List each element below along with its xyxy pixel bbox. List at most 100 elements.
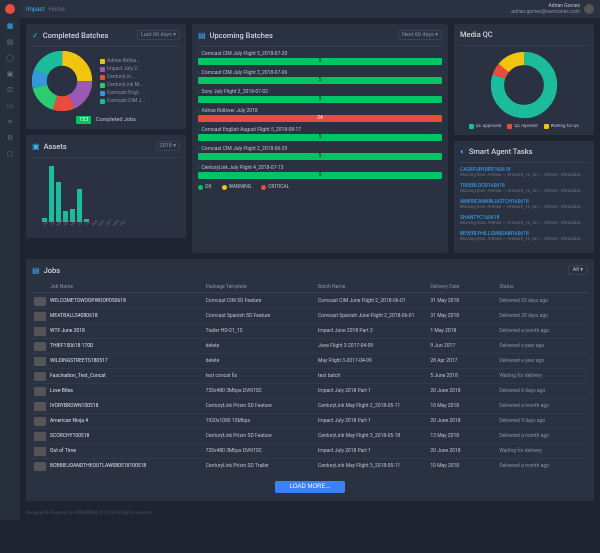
nav-home-icon[interactable]: ▦: [6, 22, 14, 30]
batch-row[interactable]: ›Comcast English August Flight 5_2018-08…: [198, 127, 442, 141]
batch-name: Comcast CIM July Flight 2_2018-06-29: [202, 146, 288, 152]
batch-progress: 5: [198, 96, 442, 103]
job-batch: Comcast CIM June Flight 2_2018-06-01: [318, 298, 426, 304]
nav-jobs-icon[interactable]: ◯: [6, 54, 14, 62]
job-status: Delivered a year ago: [499, 343, 586, 349]
job-thumbnail: [34, 462, 46, 471]
job-name: THIEF150618 170D: [50, 343, 202, 349]
job-date: 1 May 2018: [430, 328, 495, 334]
completed-title: Completed Batches: [43, 31, 109, 40]
legend-item[interactable]: QC rejected: [507, 124, 537, 129]
job-date: 5 June 2018: [430, 373, 495, 379]
job-batch: test batch: [318, 373, 426, 379]
job-thumbnail: [34, 357, 46, 366]
job-template: delete: [206, 358, 314, 364]
sidebar: ▦ ▤ ◯ ▣ ⎚ ▭ ≡ ⚙ ▢: [0, 0, 20, 520]
topbar: Impact Home Adrian Gomez adrian.gomez@ow…: [20, 0, 600, 18]
col-template[interactable]: Package Template: [206, 284, 314, 290]
job-name: MEATBALLS4080618: [50, 313, 202, 319]
col-jobname[interactable]: Job Name: [50, 284, 202, 290]
assets-bar[interactable]: [49, 166, 54, 222]
table-row[interactable]: BOBBIEJOANDTHEOUTLAW080518100518CenturyL…: [32, 458, 588, 473]
legend-item[interactable]: CenturyLink M...: [100, 82, 145, 88]
jobs-filter[interactable]: All ▾: [568, 265, 588, 275]
table-row[interactable]: American Ninja 41920x1080 15MbpsImpact J…: [32, 413, 588, 428]
job-template: delete: [206, 343, 314, 349]
col-batch[interactable]: Batch Name: [318, 284, 426, 290]
completed-batches-card: ✓ Completed Batches Last 60 days ▾ Adris…: [26, 24, 186, 129]
legend-item[interactable]: Adrise Rollou...: [100, 58, 145, 64]
qc-donut: [489, 50, 559, 120]
nav-settings-icon[interactable]: ⚙: [6, 134, 14, 142]
job-date: 10 May 2018: [430, 463, 495, 469]
job-date: 20 June 2018: [430, 388, 495, 394]
assets-bar[interactable]: [77, 189, 82, 222]
nav-folder-icon[interactable]: ▢: [6, 150, 14, 158]
agent-task-row[interactable]: TRUEBLOOD160618Missing files: AdRise — A…: [460, 183, 588, 194]
batch-row[interactable]: ›Comcast CIM July Flight 3_2018-07-065: [198, 70, 442, 84]
completed-donut: [32, 51, 92, 111]
legend-item[interactable]: Waiting for QC: [544, 124, 580, 129]
job-thumbnail: [34, 372, 46, 381]
chevron-right-icon: ›: [198, 89, 200, 95]
calendar-icon: ▤: [198, 31, 206, 40]
batch-row[interactable]: ›CenturyLink July Flight 4_2018-07-135: [198, 165, 442, 179]
batch-row[interactable]: ›Adrise Rollover July 201824: [198, 108, 442, 122]
agent-task-row[interactable]: AMERICANNINJA3TCH160618Missing files: Ad…: [460, 199, 588, 210]
batch-row[interactable]: ›Comcast CIM July Flight 2_2018-06-295: [198, 146, 442, 160]
table-row[interactable]: WELCOMETOWOOPWOOP050618Comcast CIM SD Fe…: [32, 293, 588, 308]
job-template: CenturyLink Prism SD Feature: [206, 433, 314, 439]
agent-task-row[interactable]: CAGEFURY0R5160618Missing files: AdRise —…: [460, 167, 588, 178]
legend-item[interactable]: QC approved: [469, 124, 502, 129]
status-legend-item: WARNING: [222, 184, 252, 190]
nav-monitor-icon[interactable]: ▭: [6, 102, 14, 110]
avatar[interactable]: [584, 4, 594, 14]
job-status: Delivered 20 days ago: [499, 313, 586, 319]
table-row[interactable]: IVORYBROWN100518CenturyLink Prism SD Fea…: [32, 398, 588, 413]
batch-name: Comcast CIM July Flight 3_2018-07-06: [202, 70, 288, 76]
load-more-button[interactable]: LOAD MORE...: [275, 481, 344, 493]
completed-picker[interactable]: Last 60 days ▾: [137, 30, 180, 40]
table-row[interactable]: WTF June 2018Trailer HD-01_15Impact June…: [32, 323, 588, 338]
nav-assets-icon[interactable]: ▤: [6, 38, 14, 46]
table-row[interactable]: Love Bites720x480 3Mbps DVNTSCImpact Jul…: [32, 383, 588, 398]
table-row[interactable]: THIEF150618 170DdeleteJune Flight 3-2017…: [32, 338, 588, 353]
col-date[interactable]: Delivery Date: [430, 284, 495, 290]
table-row[interactable]: WILDINGSTREETS180517deleteMay Flight 3-2…: [32, 353, 588, 368]
batch-progress: 5: [198, 77, 442, 84]
batch-progress: 5: [198, 58, 442, 65]
upcoming-picker[interactable]: Next 60 days ▾: [398, 30, 442, 40]
chevron-right-icon: ›: [198, 127, 200, 133]
table-row[interactable]: SCORCHY100518CenturyLink Prism SD Featur…: [32, 428, 588, 443]
batch-row[interactable]: ›Sony July Flight 2_2018-07-025: [198, 89, 442, 103]
job-template: 720x480 3Mbps DVNTSC: [206, 388, 314, 394]
batch-name: Comcast English August Flight 5_2018-08-…: [202, 127, 302, 133]
job-status: Delivered a month ago: [499, 403, 586, 409]
table-row[interactable]: Fascination_Test_Concattest concat fixte…: [32, 368, 588, 383]
legend-item[interactable]: CenturyLin...: [100, 74, 145, 80]
batch-row[interactable]: ›Comcast CIM July Flight 5_2018-07-205: [198, 51, 442, 65]
job-status: Delivered a month ago: [499, 328, 586, 334]
agent-task-row[interactable]: SHANTYC160618Missing files: AdRise — Art…: [460, 215, 588, 226]
product-name[interactable]: Impact: [26, 6, 45, 13]
legend-item[interactable]: Comcast CIM J...: [100, 98, 145, 104]
legend-item[interactable]: Comcast Engl...: [100, 90, 145, 96]
assets-picker[interactable]: 2018 ▾: [156, 141, 181, 151]
job-batch: Impact June 2018 Part 2: [318, 328, 426, 334]
table-row[interactable]: Out of Time720x480 3Mbps DVNTSCImpact Ju…: [32, 443, 588, 458]
nav-reports-icon[interactable]: ≡: [6, 118, 14, 126]
nav-batches-icon[interactable]: ▣: [6, 70, 14, 78]
assets-bar[interactable]: [56, 182, 61, 222]
agent-title: Smart Agent Tasks: [469, 147, 533, 156]
job-thumbnail: [34, 447, 46, 456]
agent-task-row[interactable]: BEVERLYHILLSMADAM160618Missing files: Ad…: [460, 231, 588, 242]
job-name: IVORYBROWN100518: [50, 403, 202, 409]
table-row[interactable]: MEATBALLS4080618Comcast Spanish SD Featu…: [32, 308, 588, 323]
col-status[interactable]: Status: [499, 284, 586, 290]
chevron-right-icon: ›: [198, 70, 200, 76]
nav-queue-icon[interactable]: ⎚: [6, 86, 14, 94]
legend-item[interactable]: Impact July 2...: [100, 66, 145, 72]
agent-task-detail: Missing files: AdRise — Artwork_16_SD — …: [460, 189, 588, 194]
bulb-icon: ◐: [460, 147, 465, 156]
job-status: Delivered 5 days ago: [499, 418, 586, 424]
